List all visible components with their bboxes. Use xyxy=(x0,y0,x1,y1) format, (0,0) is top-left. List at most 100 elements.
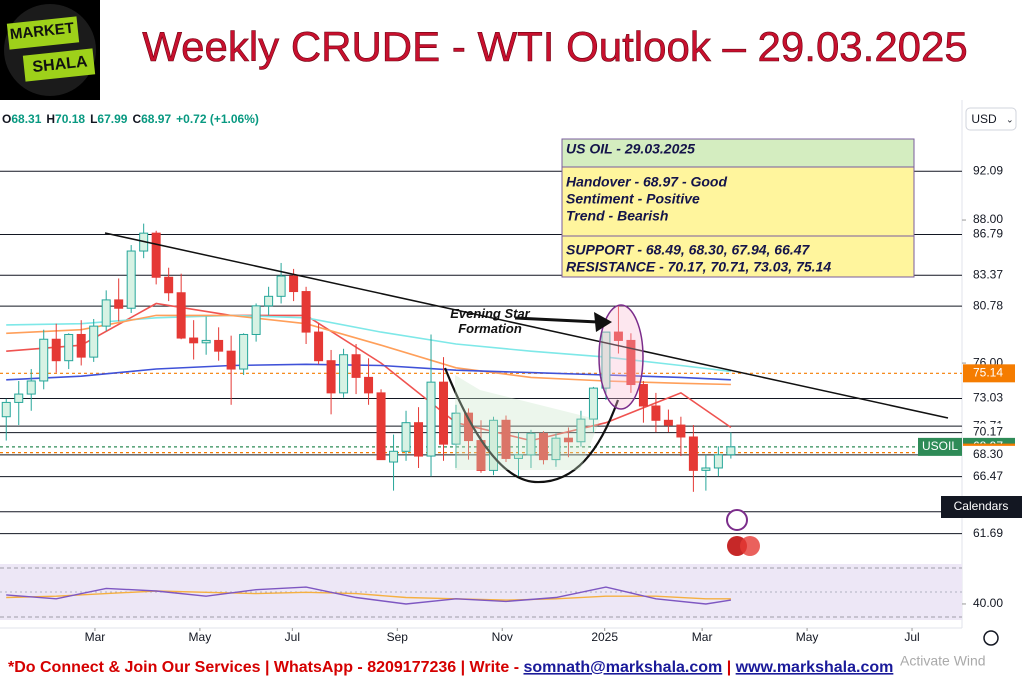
candle-body xyxy=(301,291,311,333)
candle-body xyxy=(726,446,736,456)
calendars-tab[interactable] xyxy=(941,496,1022,518)
settings-icon[interactable] xyxy=(983,630,999,646)
level-label-bg xyxy=(963,162,1015,181)
candle-body xyxy=(626,339,636,386)
level-label: 80.78 xyxy=(973,298,1003,312)
level-label-bg xyxy=(963,389,1015,408)
currency-button[interactable] xyxy=(965,107,1017,131)
candle-body xyxy=(51,338,61,362)
candle-body xyxy=(176,292,186,339)
pattern-shade xyxy=(455,375,600,470)
info-title: US OIL - 29.03.2025 xyxy=(566,141,695,157)
candle-body xyxy=(26,380,36,395)
candle-body xyxy=(151,232,161,278)
logo-text: MARKET xyxy=(9,20,75,44)
x-tick-label: Mar xyxy=(85,630,106,644)
logo-tag xyxy=(6,16,80,50)
annotation: Evening Star Formation xyxy=(450,306,530,336)
moving-average xyxy=(6,302,732,442)
candle-body xyxy=(526,432,536,456)
candle-body xyxy=(663,419,673,426)
candle-body xyxy=(414,422,424,457)
arrow-shaft xyxy=(514,316,599,324)
candle-body xyxy=(164,276,174,294)
level-label: 66.47 xyxy=(973,469,1003,483)
candle-body xyxy=(563,437,573,443)
info-line: Sentiment - Positive xyxy=(566,191,700,207)
candle-body xyxy=(1,401,11,418)
candle-body xyxy=(513,454,523,459)
info-box-header xyxy=(561,138,915,168)
level-label: 86.79 xyxy=(973,227,1003,241)
candle-body xyxy=(701,467,711,471)
candle-body xyxy=(588,387,598,420)
candle-body xyxy=(451,412,461,445)
candle-body xyxy=(426,381,436,457)
candle-body xyxy=(76,333,86,358)
candle-body xyxy=(576,418,586,443)
arrow-head xyxy=(594,312,612,332)
ohlc-part: 70.18 xyxy=(55,112,85,126)
candle-body xyxy=(651,405,661,421)
calendars: Calendars xyxy=(954,499,1009,513)
level-label-bg xyxy=(963,364,1015,383)
event-icon[interactable] xyxy=(726,509,748,531)
candle-body xyxy=(376,392,386,461)
candle-body xyxy=(676,424,686,438)
ohlc-part: 68.31 xyxy=(11,112,41,126)
candle-body xyxy=(401,422,411,452)
candle-body xyxy=(488,419,498,471)
x-tick-label: May xyxy=(189,630,212,644)
symbol-tag-label: USOIL xyxy=(922,439,958,453)
cup-curve xyxy=(443,367,620,484)
event-icon[interactable] xyxy=(740,536,760,556)
candle-body xyxy=(64,333,74,362)
footer-part: *Do Connect & Join Our Services | WhatsA… xyxy=(8,659,523,676)
level-label: 92.09 xyxy=(973,163,1003,177)
x-tick-label: May xyxy=(796,630,819,644)
candle-body xyxy=(226,350,236,370)
level-label: 61.69 xyxy=(973,526,1003,540)
ohlc-part: O xyxy=(2,112,11,126)
candle-body xyxy=(351,354,361,378)
candle-body xyxy=(613,331,623,341)
level-label: 73.03 xyxy=(973,391,1003,405)
candle-body xyxy=(289,275,299,293)
annotation-line: Formation xyxy=(458,321,522,336)
candle-body xyxy=(239,333,249,370)
logo-tag xyxy=(22,48,96,82)
footer-part[interactable]: www.markshala.com xyxy=(735,659,894,676)
footer-part: | xyxy=(722,659,735,676)
level-label: 70.17 xyxy=(973,425,1003,439)
ohlc-legend: O68.31 H70.18 L67.99 C68.97 +0.72 (+1.06%) xyxy=(2,112,259,126)
chart-title: Weekly CRUDE - WTI Outlook – 29.03.2025 xyxy=(142,23,968,70)
candle-body xyxy=(264,295,274,307)
info-line: Handover - 68.97 - Good xyxy=(566,174,727,190)
footer-part[interactable]: somnath@markshala.com xyxy=(523,659,722,676)
level-label: 68.30 xyxy=(973,447,1003,461)
level-label-bg xyxy=(963,524,1015,543)
ohlc-part: L xyxy=(90,112,97,126)
watermark: Activate Wind xyxy=(900,653,986,669)
rsi-line xyxy=(6,586,732,605)
candle-body xyxy=(601,331,611,389)
ohlc-part: 67.99 xyxy=(97,112,127,126)
ohlc-part: H xyxy=(46,112,55,126)
x-tick-label: Sep xyxy=(387,630,409,644)
candle-body xyxy=(89,325,99,358)
candle-body xyxy=(339,354,349,394)
candle-body xyxy=(538,432,548,461)
level-label-bg xyxy=(963,423,1015,442)
info-resistance: RESISTANCE - 70.17, 70.71, 73.03, 75.14 xyxy=(566,259,831,275)
candle-body xyxy=(501,419,511,459)
info-line: Trend - Bearish xyxy=(566,208,668,224)
x-tick-label: 2025 xyxy=(591,630,618,644)
info-box-body xyxy=(561,166,915,278)
level-label-bg xyxy=(963,266,1015,285)
x-tick-label: Mar xyxy=(692,630,713,644)
level-label: 83.37 xyxy=(973,267,1003,281)
candle-body xyxy=(101,299,111,327)
candle-body xyxy=(189,337,199,344)
